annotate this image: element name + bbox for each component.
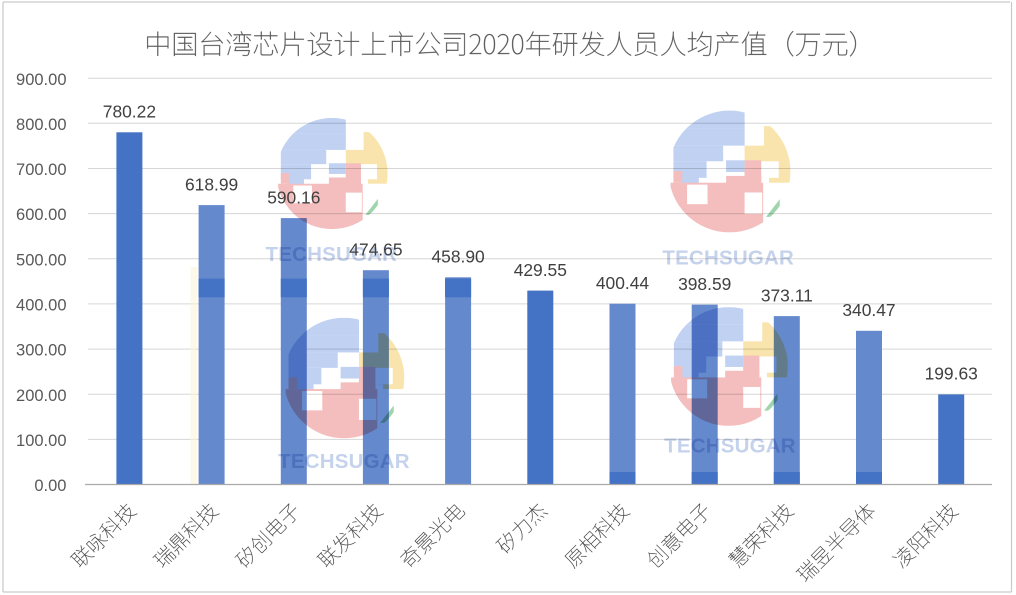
- svg-text:TECHSUGAR: TECHSUGAR: [664, 435, 796, 458]
- svg-text:300.00: 300.00: [16, 342, 66, 360]
- svg-text:200.00: 200.00: [16, 387, 66, 405]
- svg-text:474.65: 474.65: [349, 240, 402, 260]
- svg-text:373.11: 373.11: [761, 285, 813, 305]
- svg-text:TECHSUGAR: TECHSUGAR: [278, 450, 410, 473]
- svg-text:618.99: 618.99: [185, 174, 238, 194]
- svg-text:700.00: 700.00: [16, 161, 66, 179]
- svg-text:TECHSUGAR: TECHSUGAR: [662, 247, 794, 270]
- svg-text:780.22: 780.22: [103, 102, 156, 122]
- svg-text:900.00: 900.00: [16, 71, 66, 89]
- svg-text:458.90: 458.90: [431, 247, 484, 267]
- svg-text:429.55: 429.55: [514, 260, 567, 280]
- svg-text:TECHSUGAR: TECHSUGAR: [265, 243, 397, 266]
- svg-text:600.00: 600.00: [16, 206, 66, 224]
- svg-text:400.00: 400.00: [16, 297, 66, 315]
- svg-text:800.00: 800.00: [16, 116, 66, 134]
- svg-text:590.16: 590.16: [267, 187, 320, 207]
- svg-text:400.44: 400.44: [596, 273, 650, 293]
- svg-text:340.47: 340.47: [842, 300, 895, 320]
- svg-text:500.00: 500.00: [16, 251, 66, 269]
- svg-text:0.00: 0.00: [34, 477, 66, 495]
- svg-text:100.00: 100.00: [16, 432, 66, 450]
- svg-text:199.63: 199.63: [925, 364, 978, 384]
- svg-text:398.59: 398.59: [678, 274, 731, 294]
